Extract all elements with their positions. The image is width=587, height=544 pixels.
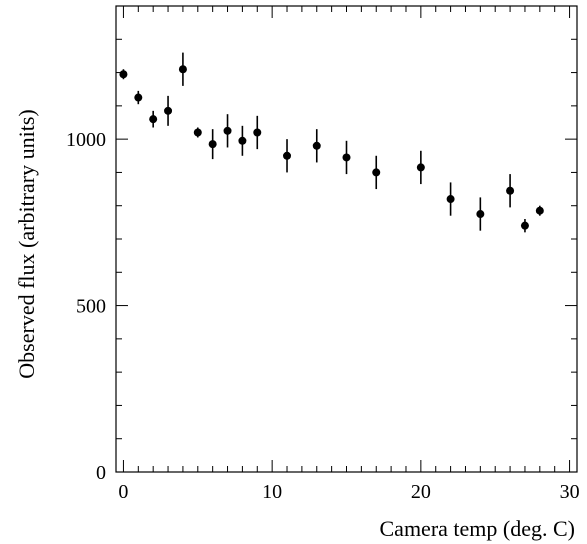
data-marker	[312, 141, 321, 150]
x-axis-label: Camera temp (deg. C)	[380, 516, 576, 541]
y-tick-label: 1000	[66, 129, 106, 151]
x-tick-label: 0	[118, 481, 128, 503]
data-point	[506, 174, 515, 208]
data-marker	[446, 195, 455, 204]
data-point	[476, 197, 485, 231]
data-marker	[238, 136, 247, 145]
data-point	[535, 205, 544, 216]
data-marker	[208, 140, 217, 149]
data-marker	[149, 115, 158, 124]
data-point	[446, 182, 455, 216]
data-point	[223, 114, 232, 148]
data-points	[119, 52, 544, 233]
data-point	[372, 155, 381, 190]
data-marker	[416, 163, 425, 172]
data-point	[342, 140, 351, 175]
data-point	[238, 125, 247, 156]
data-marker	[178, 65, 187, 74]
data-marker	[134, 93, 143, 102]
data-marker	[520, 221, 529, 230]
data-point	[178, 52, 187, 86]
data-point	[164, 95, 173, 126]
y-tick-label: 0	[96, 462, 106, 484]
data-marker	[342, 153, 351, 162]
y-tick-label: 500	[76, 296, 106, 318]
x-tick-label: 20	[411, 481, 431, 503]
data-marker	[506, 186, 515, 195]
data-point	[253, 115, 262, 150]
data-marker	[283, 151, 292, 160]
data-marker	[164, 106, 173, 115]
data-marker	[372, 168, 381, 177]
x-tick-label: 30	[560, 481, 580, 503]
plot-axes: 0 10 20 30 0 500 1000	[66, 5, 580, 503]
data-point	[208, 129, 217, 160]
data-marker	[193, 128, 202, 137]
data-point	[520, 219, 529, 233]
data-point	[119, 69, 128, 80]
data-marker	[223, 126, 232, 135]
y-axis-label: Observed flux (arbitrary units)	[14, 109, 39, 378]
data-point	[312, 129, 321, 163]
x-tick-label: 10	[262, 481, 282, 503]
data-marker	[535, 206, 544, 215]
data-point	[149, 110, 158, 128]
data-marker	[253, 128, 262, 137]
plot-frame	[115, 5, 578, 473]
data-point	[283, 139, 292, 173]
data-point	[416, 150, 425, 185]
data-point	[134, 90, 143, 105]
data-point	[193, 127, 202, 138]
data-marker	[119, 70, 128, 79]
data-marker	[476, 210, 485, 219]
